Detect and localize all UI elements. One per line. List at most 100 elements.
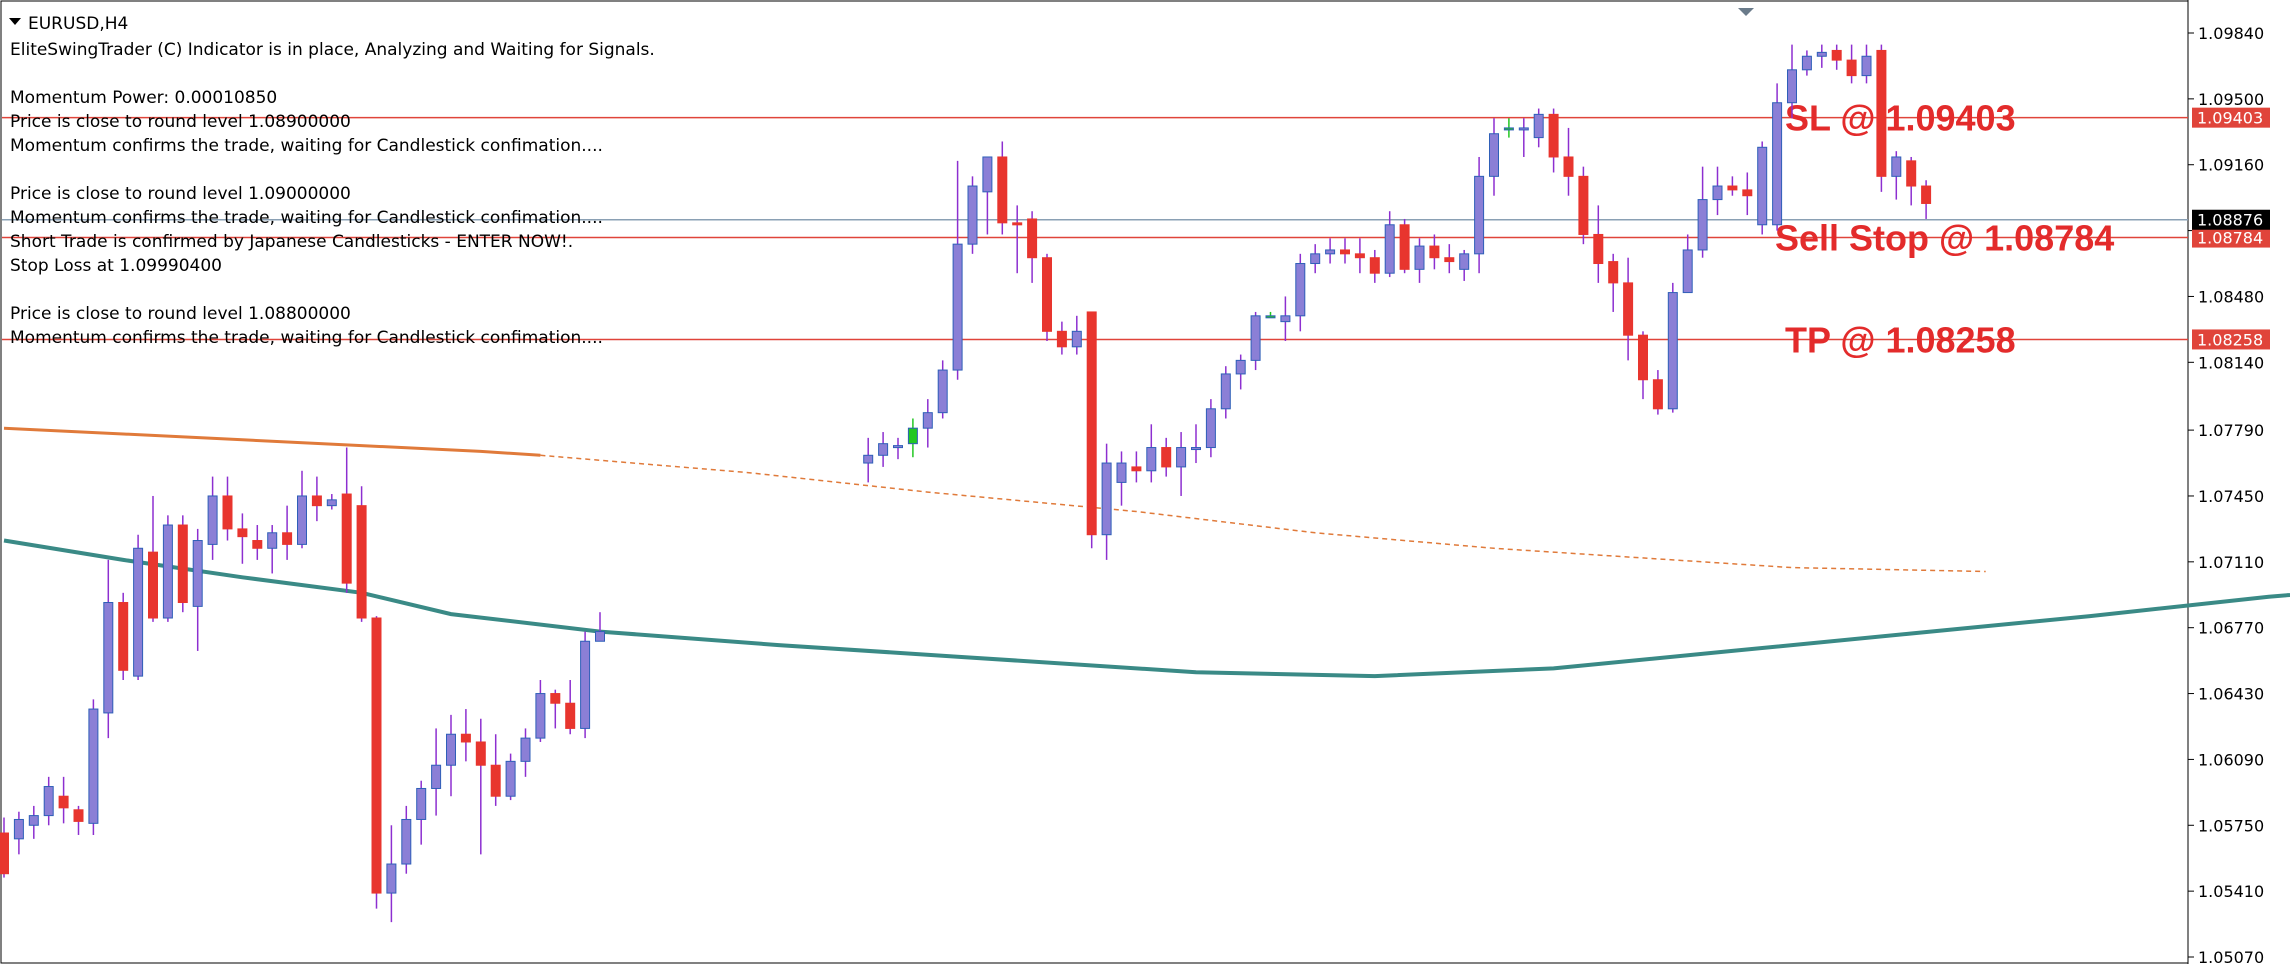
axis-tick-label: 1.06430: [2198, 685, 2264, 704]
candle-body: [1742, 189, 1753, 197]
candle: [1280, 296, 1291, 341]
candle-body: [1816, 51, 1827, 57]
candle: [58, 776, 69, 824]
candle-body: [1712, 185, 1723, 201]
candle: [162, 515, 173, 622]
candle-body: [475, 741, 486, 766]
candle: [1518, 118, 1529, 157]
candle: [520, 728, 531, 777]
candle: [997, 141, 1008, 235]
candle-body: [1906, 160, 1917, 187]
candle-body: [252, 540, 263, 549]
candle: [1399, 218, 1410, 274]
info-line: Momentum confirms the trade, waiting for…: [10, 136, 603, 156]
axis-tick-label: 1.05070: [2198, 948, 2264, 964]
candle-body: [1265, 315, 1276, 319]
info-line: Stop Loss at 1.09990400: [10, 256, 222, 276]
candle-body: [73, 809, 84, 822]
candle: [118, 592, 129, 680]
candle: [1056, 321, 1067, 355]
candle-body: [1727, 185, 1738, 191]
candle: [1205, 399, 1216, 458]
candle-body: [58, 795, 69, 809]
candle: [371, 616, 382, 909]
candle-body: [1161, 447, 1172, 468]
candle: [1861, 44, 1872, 84]
candle-body: [1295, 263, 1306, 317]
candle: [1459, 249, 1470, 281]
candle: [1578, 166, 1589, 245]
candle: [1787, 44, 1797, 119]
candle-body: [356, 505, 367, 619]
candle: [1354, 238, 1365, 274]
candle-body: [982, 156, 993, 193]
candle: [148, 495, 158, 622]
candle-body: [88, 708, 99, 824]
axis-tick-label: 1.06090: [2198, 750, 2264, 769]
candle: [1846, 44, 1857, 84]
candle-body: [326, 499, 337, 507]
axis-tick-label: 1.08480: [2198, 287, 2264, 306]
candle: [282, 505, 293, 560]
candle: [28, 805, 39, 839]
candle: [416, 780, 427, 845]
candle-body: [1801, 55, 1812, 71]
candle-body: [416, 787, 427, 820]
candle: [1146, 424, 1157, 483]
candle: [490, 734, 501, 806]
candle-body: [282, 532, 293, 545]
candle-body: [207, 495, 218, 545]
candle: [1712, 166, 1723, 216]
candle-body: [341, 493, 352, 584]
candle: [878, 432, 889, 467]
candle-body: [1071, 330, 1082, 348]
candle: [1012, 205, 1023, 274]
orange-moving-average-projection: [540, 454, 1986, 573]
candle: [1191, 424, 1201, 464]
candle: [177, 515, 188, 613]
price-axis: 1.098401.095001.091601.088201.084801.081…: [2188, 24, 2270, 964]
candle: [1638, 331, 1648, 400]
candle-body: [1340, 249, 1350, 255]
candle: [1325, 238, 1336, 264]
candles: [0, 44, 1932, 923]
candle-body: [1205, 408, 1216, 449]
candle-body: [0, 832, 9, 875]
candle-body: [878, 443, 889, 456]
candle-body: [148, 551, 158, 619]
candle-body: [297, 495, 307, 545]
candle: [863, 437, 874, 483]
candle-body: [1667, 292, 1678, 410]
info-line: EliteSwingTrader (C) Indicator is in pla…: [10, 40, 655, 60]
candle: [893, 437, 903, 460]
candle: [1250, 311, 1261, 371]
candle-body: [13, 818, 24, 840]
candle-body: [863, 454, 874, 464]
axis-tick-label: 1.08140: [2198, 353, 2264, 372]
candle-body: [490, 764, 501, 797]
candle-body: [1310, 253, 1321, 265]
candle: [43, 776, 54, 826]
axis-tick-label: 1.07790: [2198, 421, 2264, 440]
candle: [1340, 238, 1350, 264]
candle-body: [386, 863, 397, 894]
candle-body: [1518, 127, 1529, 131]
candle: [267, 525, 278, 574]
candle: [1623, 257, 1634, 361]
chart-menu-icon[interactable]: [9, 18, 21, 25]
info-line: Momentum confirms the trade, waiting for…: [10, 208, 603, 228]
candle: [252, 525, 263, 560]
orange-moving-average: [3, 426, 541, 457]
candle-body: [1384, 224, 1395, 274]
candle-body: [1116, 462, 1127, 483]
candle: [1429, 234, 1440, 270]
axis-tick-label: 1.06770: [2198, 619, 2264, 638]
shift-marker-icon[interactable]: [1738, 8, 1754, 16]
candle: [1652, 370, 1663, 415]
candle-body: [1593, 233, 1604, 265]
candle: [952, 160, 963, 380]
candle: [1027, 211, 1038, 283]
candle: [535, 679, 546, 742]
